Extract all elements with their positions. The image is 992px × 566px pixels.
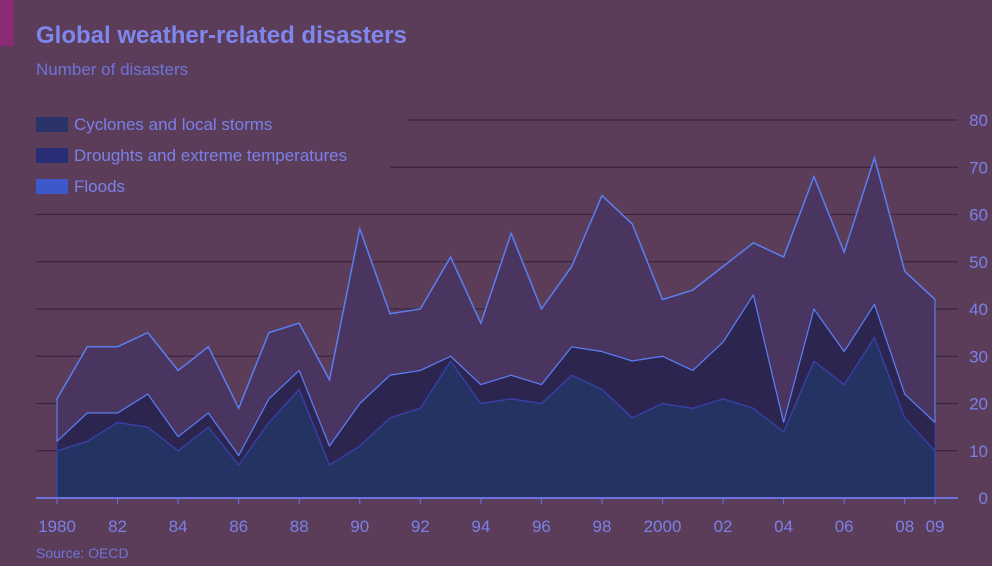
y-tick-label-0: 0 bbox=[979, 489, 988, 508]
x-tick-label-2002: 02 bbox=[714, 517, 733, 536]
x-tick-label-1996: 96 bbox=[532, 517, 551, 536]
x-tick-label-2009: 09 bbox=[926, 517, 945, 536]
x-tick-label-1980: 1980 bbox=[38, 517, 76, 536]
legend: Cyclones and local storms Droughts and e… bbox=[36, 109, 347, 202]
source-note: Source: OECD bbox=[36, 545, 129, 561]
y-tick-label-20: 20 bbox=[969, 395, 988, 414]
accent-tab bbox=[0, 0, 14, 46]
chart-subtitle: Number of disasters bbox=[36, 60, 189, 79]
chart-title: Global weather-related disasters bbox=[36, 22, 407, 49]
y-tick-label-10: 10 bbox=[969, 442, 988, 461]
x-tick-label-1986: 86 bbox=[229, 517, 248, 536]
x-tick-label-2008: 08 bbox=[895, 517, 914, 536]
x-tick-label-1988: 88 bbox=[290, 517, 309, 536]
x-tick-label-2004: 04 bbox=[774, 517, 793, 536]
legend-label-cyclones: Cyclones and local storms bbox=[74, 114, 273, 134]
x-tick-label-1990: 90 bbox=[350, 517, 369, 536]
legend-label-floods: Floods bbox=[74, 176, 126, 196]
y-tick-label-80: 80 bbox=[969, 111, 988, 130]
x-tick-label-1982: 82 bbox=[108, 517, 127, 536]
y-tick-label-40: 40 bbox=[969, 300, 988, 319]
x-tick-label-2000: 2000 bbox=[644, 517, 682, 536]
legend-item-droughts: Droughts and extreme temperatures bbox=[36, 140, 347, 171]
x-tick-label-2006: 06 bbox=[835, 517, 854, 536]
y-tick-label-30: 30 bbox=[969, 347, 988, 366]
x-tick-label-1984: 84 bbox=[169, 517, 188, 536]
x-tick-label-1998: 98 bbox=[593, 517, 612, 536]
x-tick-label-1992: 92 bbox=[411, 517, 430, 536]
legend-swatch-floods bbox=[36, 179, 68, 194]
legend-swatch-cyclones bbox=[36, 117, 68, 132]
x-tick-label-1994: 94 bbox=[471, 517, 490, 536]
legend-item-cyclones: Cyclones and local storms bbox=[36, 109, 347, 140]
y-tick-label-60: 60 bbox=[969, 206, 988, 225]
legend-item-floods: Floods bbox=[36, 171, 347, 202]
y-tick-label-70: 70 bbox=[969, 158, 988, 177]
legend-swatch-droughts bbox=[36, 148, 68, 163]
y-tick-label-50: 50 bbox=[969, 253, 988, 272]
legend-label-droughts: Droughts and extreme temperatures bbox=[74, 145, 348, 165]
line-series-2 bbox=[56, 155, 936, 411]
